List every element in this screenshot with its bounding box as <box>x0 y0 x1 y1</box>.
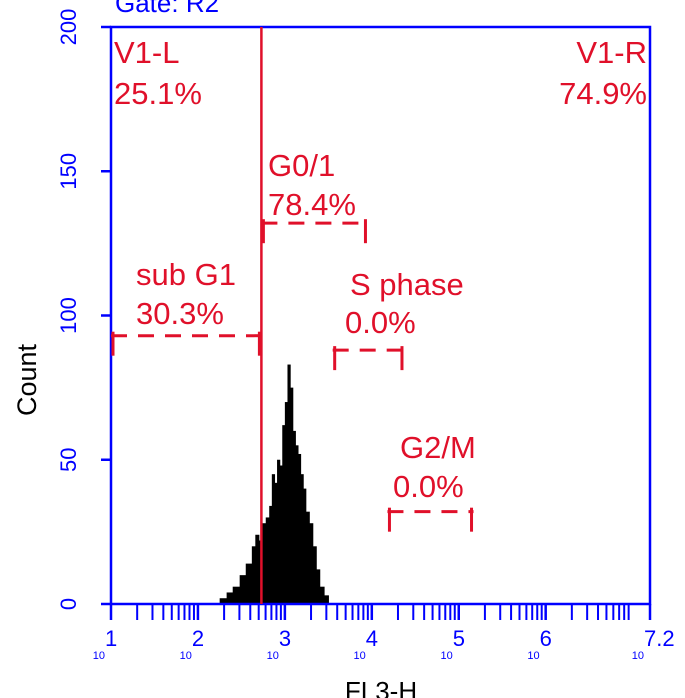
x-tick-base: 10 <box>354 650 366 662</box>
g01-value: 78.4% <box>268 187 356 222</box>
histogram-bar <box>251 546 256 604</box>
v1r-value: 74.9% <box>559 76 647 111</box>
x-tick-exponent: 1 <box>105 626 117 651</box>
x-tick-base: 10 <box>180 650 192 662</box>
y-axis: 0 50 100 150 200 <box>56 9 111 610</box>
g01-name: G0/1 <box>268 148 335 183</box>
histogram-bar <box>255 534 260 604</box>
histogram-bar <box>316 569 321 604</box>
histogram-bar <box>284 402 289 604</box>
y-axis-label: Count <box>12 343 42 416</box>
sphase-value: 0.0% <box>345 305 416 340</box>
histogram-bar <box>319 586 325 604</box>
histogram-bar <box>279 465 283 604</box>
histogram-bar <box>265 517 270 604</box>
x-tick-base: 10 <box>440 650 452 662</box>
y-tick-label: 100 <box>56 297 81 334</box>
histogram-bars <box>219 364 329 604</box>
histogram-bar <box>295 445 299 604</box>
x-tick-base: 10 <box>632 650 644 662</box>
histogram-bar <box>300 474 304 604</box>
chart-title: Gate: R2 <box>115 0 219 18</box>
sphase-name: S phase <box>350 267 464 302</box>
x-tick-exponent: 5 <box>453 626 465 651</box>
y-tick-label: 200 <box>56 9 81 46</box>
v1l-name: V1-L <box>114 35 179 70</box>
g2m-name: G2/M <box>400 430 476 465</box>
histogram-bar <box>292 430 296 604</box>
histogram-bar <box>297 453 302 604</box>
y-tick-label: 150 <box>56 153 81 190</box>
histogram-bar <box>305 511 310 604</box>
histogram-bar <box>303 488 307 604</box>
x-tick-exponent: 6 <box>540 626 552 651</box>
g2m-value: 0.0% <box>393 469 464 504</box>
x-tick-exponent: 7.2 <box>644 626 675 651</box>
histogram-bar <box>239 575 247 604</box>
x-tick-base: 10 <box>527 650 539 662</box>
histogram-bar <box>277 459 281 604</box>
histogram-bar <box>312 546 317 604</box>
x-axis-label: FL3-H <box>345 676 417 698</box>
histogram-bar <box>323 595 329 604</box>
x-tick-base: 10 <box>267 650 279 662</box>
histogram-bar <box>219 598 228 604</box>
histogram-bar <box>274 482 278 604</box>
histogram-bar <box>287 364 291 604</box>
y-tick-label: 0 <box>56 598 81 610</box>
histogram-bar <box>282 425 286 604</box>
x-tick-exponent: 3 <box>279 626 291 651</box>
histogram-bar <box>271 474 276 604</box>
subg1-name: sub G1 <box>136 257 236 292</box>
subg1-value: 30.3% <box>136 296 224 331</box>
x-tick-exponent: 2 <box>192 626 204 651</box>
histogram-bar <box>269 505 273 604</box>
y-tick-label: 50 <box>56 448 81 472</box>
histogram-bar <box>262 523 267 604</box>
histogram-bar <box>226 592 234 604</box>
v1r-name: V1-R <box>576 35 647 70</box>
x-tick-base: 10 <box>93 650 105 662</box>
histogram-bar <box>309 523 314 604</box>
v1l-value: 25.1% <box>114 76 202 111</box>
histogram-bar <box>290 387 294 604</box>
gates <box>111 219 474 532</box>
histogram-bar <box>245 563 253 604</box>
histogram-bar <box>232 586 241 604</box>
x-tick-exponent: 4 <box>366 626 378 651</box>
